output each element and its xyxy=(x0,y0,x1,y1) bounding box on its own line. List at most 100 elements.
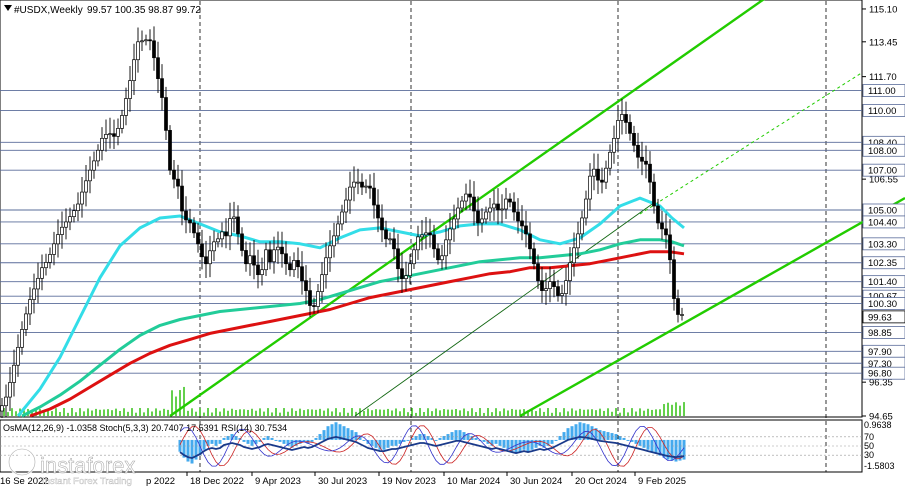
bear-candle xyxy=(372,187,376,206)
osma-bar xyxy=(370,439,374,446)
price-level-label: 108.40 xyxy=(868,138,897,149)
osma-bar xyxy=(658,439,662,456)
osma-bar xyxy=(534,439,538,448)
bear-candle xyxy=(240,233,244,251)
osma-bar xyxy=(218,439,222,444)
osma-bar xyxy=(458,430,462,440)
price-axis: 115.10113.45111.70106.5598.0596.3594.651… xyxy=(862,4,905,423)
x-tick-label: 10 Mar 2024 xyxy=(447,476,500,487)
osma-bar xyxy=(486,439,490,444)
bull-candle xyxy=(28,299,32,315)
price-level-label: 103.30 xyxy=(868,239,897,250)
osma-bar xyxy=(494,439,498,444)
price-level-box xyxy=(862,163,905,177)
price-level-label: 107.00 xyxy=(868,166,897,177)
bull-candle xyxy=(588,175,592,200)
osma-bar xyxy=(374,439,378,448)
y-tick-label: 115.10 xyxy=(869,4,897,15)
bull-candle xyxy=(136,41,140,61)
bear-candle xyxy=(256,264,260,276)
horizontal-level-lines xyxy=(0,90,862,374)
price-level-label: 99.63 xyxy=(868,312,892,323)
bull-candle xyxy=(444,239,448,257)
osma-bar xyxy=(618,436,622,440)
watermark-tagline: Instant Forex Trading xyxy=(42,476,132,487)
bull-candle xyxy=(20,329,24,348)
bull-candle xyxy=(388,238,392,241)
bull-candle xyxy=(340,211,344,225)
osma-bar xyxy=(642,439,646,448)
osma-bar xyxy=(542,439,546,448)
bear-candle xyxy=(628,122,632,134)
bear-candle xyxy=(188,219,192,224)
bull-candle xyxy=(452,218,456,230)
osma-bar xyxy=(262,437,266,440)
osma-bar xyxy=(434,439,438,441)
y-tick-label: 96.35 xyxy=(869,378,893,389)
bull-candle xyxy=(316,291,320,307)
bull-candle xyxy=(72,210,76,217)
osma-bar xyxy=(190,439,194,464)
bull-candle xyxy=(96,149,100,162)
osma-bar xyxy=(342,426,346,440)
price-level-box xyxy=(862,366,905,380)
price-level-label: 97.30 xyxy=(868,359,892,370)
middle-channel-line xyxy=(354,201,656,417)
bull-candle xyxy=(404,275,408,280)
bear-candle xyxy=(176,178,180,187)
osma-bar xyxy=(358,436,362,440)
y-tick-label: 113.45 xyxy=(869,37,897,48)
time-axis: 18 Dec 2022 9 Apr 2023 30 Jul 2023 19 Nov 2… xyxy=(0,472,686,487)
y-tick-label: 111.70 xyxy=(869,72,897,83)
bear-candle xyxy=(644,160,648,165)
bear-candle xyxy=(600,179,604,183)
bear-candle xyxy=(528,233,532,250)
rsi-level-label: 70 xyxy=(864,432,874,442)
bull-candle xyxy=(120,115,124,129)
bull-candle xyxy=(220,231,224,240)
osma-bar xyxy=(578,422,582,440)
price-level-box xyxy=(862,275,905,289)
bear-candle xyxy=(184,210,188,221)
bear-candle xyxy=(284,253,288,265)
x-tick-label: 30 Jun 2024 xyxy=(510,476,562,487)
osma-bar xyxy=(278,439,282,442)
osma-bar xyxy=(450,432,454,440)
bull-candle xyxy=(620,114,624,121)
y-tick-label: 106.55 xyxy=(869,175,898,186)
osma-bar xyxy=(490,439,494,446)
rsi-line xyxy=(179,435,685,460)
price-level-label: 96.80 xyxy=(868,369,892,380)
bear-candle xyxy=(596,168,600,181)
trend-channel-lines xyxy=(169,0,905,418)
oscillator-plot-frame xyxy=(0,419,863,473)
osma-bar xyxy=(310,439,314,442)
osma-bar xyxy=(554,439,558,441)
price-level-label: 105.00 xyxy=(868,205,897,216)
bear-candle xyxy=(512,201,516,213)
osma-bar xyxy=(402,439,406,442)
bull-candle xyxy=(80,191,84,205)
osma-bar xyxy=(502,439,506,448)
osma-bar xyxy=(654,439,658,454)
bear-candle xyxy=(268,249,272,263)
osma-bar xyxy=(382,439,386,450)
bear-candle xyxy=(280,246,284,255)
bear-candle xyxy=(472,196,476,212)
bear-candle xyxy=(368,185,372,189)
bear-candle xyxy=(252,255,256,266)
osma-bar xyxy=(334,422,338,440)
x-tick-label: 9 Apr 2023 xyxy=(255,476,301,487)
osma-bar xyxy=(282,439,286,444)
osma-bar xyxy=(566,428,570,440)
bull-candle xyxy=(348,186,352,201)
osma-bar xyxy=(474,437,478,440)
collapse-triangle-icon[interactable] xyxy=(4,5,12,11)
bull-candle xyxy=(108,133,112,136)
bull-candle xyxy=(16,346,20,366)
bear-candle xyxy=(432,234,436,250)
osma-bar xyxy=(602,431,606,440)
y-tick-label: 94.65 xyxy=(869,412,893,423)
bull-candle xyxy=(24,313,28,330)
bull-candle xyxy=(140,40,144,43)
